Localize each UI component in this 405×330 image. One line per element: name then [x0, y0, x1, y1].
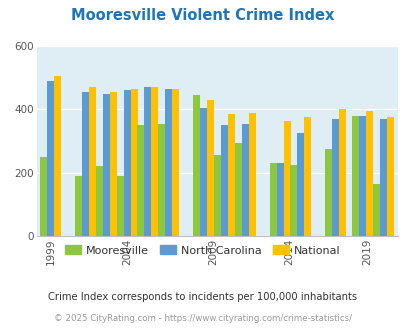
- Bar: [40, 157, 47, 236]
- Bar: [276, 163, 283, 236]
- Bar: [75, 176, 82, 236]
- Text: Crime Index corresponds to incidents per 100,000 inhabitants: Crime Index corresponds to incidents per…: [48, 292, 357, 302]
- Bar: [193, 95, 200, 236]
- Legend: Mooresville, North Carolina, National: Mooresville, North Carolina, National: [60, 241, 345, 260]
- Text: Mooresville Violent Crime Index: Mooresville Violent Crime Index: [71, 8, 334, 23]
- Bar: [296, 133, 303, 236]
- Bar: [283, 120, 290, 236]
- Bar: [352, 116, 358, 236]
- Bar: [165, 89, 172, 236]
- Bar: [47, 81, 54, 236]
- Bar: [386, 117, 393, 236]
- Bar: [151, 87, 158, 236]
- Bar: [331, 119, 339, 236]
- Bar: [365, 111, 373, 236]
- Bar: [213, 155, 220, 236]
- Bar: [290, 165, 296, 236]
- Bar: [158, 124, 165, 236]
- Bar: [220, 125, 227, 236]
- Bar: [54, 76, 61, 236]
- Bar: [241, 124, 248, 236]
- Bar: [96, 166, 103, 236]
- Text: © 2025 CityRating.com - https://www.cityrating.com/crime-statistics/: © 2025 CityRating.com - https://www.city…: [54, 314, 351, 323]
- Bar: [324, 149, 331, 236]
- Bar: [227, 114, 234, 236]
- Bar: [172, 89, 179, 236]
- Bar: [117, 176, 124, 236]
- Bar: [130, 89, 137, 236]
- Bar: [137, 125, 144, 236]
- Bar: [379, 119, 386, 236]
- Bar: [110, 92, 117, 236]
- Bar: [82, 92, 89, 236]
- Bar: [248, 113, 255, 236]
- Bar: [207, 100, 214, 236]
- Bar: [103, 94, 110, 236]
- Bar: [358, 116, 365, 236]
- Bar: [303, 117, 311, 236]
- Bar: [144, 87, 151, 236]
- Bar: [200, 108, 207, 236]
- Bar: [339, 110, 345, 236]
- Bar: [234, 143, 241, 236]
- Bar: [124, 90, 130, 236]
- Bar: [372, 184, 379, 236]
- Bar: [269, 163, 276, 236]
- Bar: [89, 87, 96, 236]
